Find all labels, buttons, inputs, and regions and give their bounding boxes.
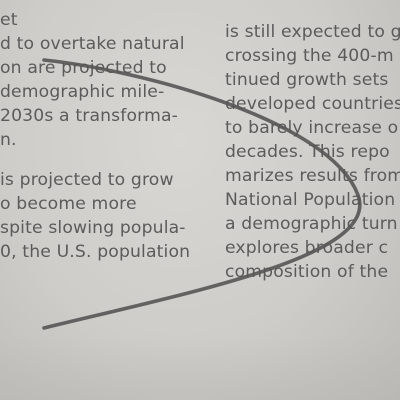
text-line: is projected to grow <box>0 170 174 190</box>
left-text-column: et d to overtake natural on are projecte… <box>0 8 210 264</box>
text-line: on are projected to <box>0 58 167 78</box>
text-line: is still expected to g <box>225 22 400 42</box>
text-line: n. <box>0 130 17 150</box>
text-line: explores broader c <box>225 238 389 258</box>
text-line: 2030s a transforma- <box>0 106 178 126</box>
paragraph-gap <box>0 152 210 168</box>
text-line: to barely increase o <box>225 118 399 138</box>
text-line: d to overtake natural <box>0 34 185 54</box>
text-line: 0, the U.S. population <box>0 242 191 262</box>
text-line: marizes results from <box>225 166 400 186</box>
text-line: a demographic turn <box>225 214 398 234</box>
bottom-shadow <box>0 335 400 400</box>
text-line: o become more <box>0 194 137 214</box>
text-line: National Population <box>225 190 396 210</box>
text-line: developed countries <box>225 94 400 114</box>
text-line: crossing the 400-m <box>225 46 394 66</box>
right-text-column: is still expected to g crossing the 400-… <box>225 20 400 284</box>
text-line: decades. This repo <box>225 142 390 162</box>
text-line: demographic mile- <box>0 82 165 102</box>
text-line: composition of the <box>225 262 389 282</box>
text-line: spite slowing popula- <box>0 218 186 238</box>
text-line: et <box>0 10 18 30</box>
text-line: tinued growth sets <box>225 70 389 90</box>
